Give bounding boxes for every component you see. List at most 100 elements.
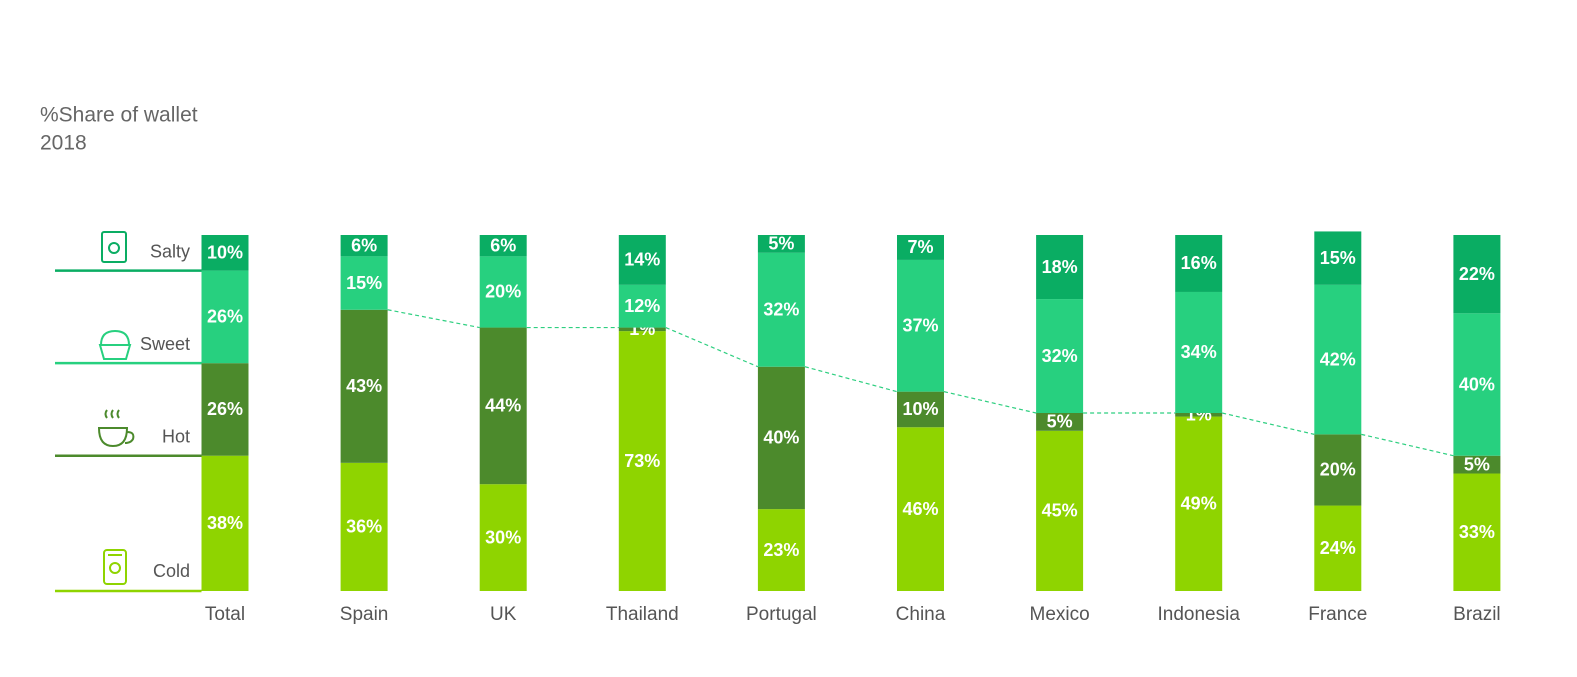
bar-segment	[201, 455, 249, 591]
data-label: 34%	[1181, 342, 1217, 362]
data-label: 45%	[1042, 501, 1078, 521]
cold-icon	[103, 549, 127, 585]
bar-segment	[1175, 416, 1223, 591]
data-label: 44%	[485, 396, 521, 416]
x-tick-label: Spain	[340, 604, 389, 625]
x-tick-label: Indonesia	[1157, 604, 1240, 625]
data-label: 49%	[1181, 494, 1217, 514]
bar-segment	[897, 235, 944, 260]
bar-segment	[1036, 430, 1084, 591]
data-label: 36%	[346, 517, 382, 537]
bar-segment	[897, 427, 944, 591]
bar-segment	[757, 252, 805, 367]
x-tick-label: Total	[205, 604, 245, 625]
connector	[665, 327, 759, 368]
chart-subtitle: 2018	[40, 132, 87, 155]
data-label: 5%	[1047, 412, 1073, 432]
connector	[804, 366, 898, 393]
connector	[1222, 412, 1315, 435]
bar-segment	[897, 391, 944, 428]
data-label: 46%	[902, 499, 938, 519]
bar-segment	[757, 235, 805, 253]
x-tick-label: UK	[490, 604, 517, 625]
data-label: 12%	[624, 296, 660, 316]
bar-segment	[340, 256, 388, 310]
bar-segment	[1036, 235, 1084, 300]
x-tick-label: Thailand	[606, 604, 679, 625]
data-label: 7%	[907, 237, 933, 257]
bar-segment	[479, 327, 527, 485]
legend-label: Cold	[153, 561, 190, 581]
hot-icon	[97, 409, 135, 448]
data-label: 10%	[207, 243, 243, 263]
chart-title: %Share of wallet	[40, 104, 198, 127]
bar-segment	[1453, 473, 1501, 591]
data-label: 40%	[1459, 374, 1495, 394]
data-label: 15%	[1320, 248, 1356, 268]
bar-segment	[340, 235, 388, 257]
data-label: 43%	[346, 376, 382, 396]
data-label: 24%	[1320, 538, 1356, 558]
bar-segment	[897, 259, 944, 392]
bar-segment	[1175, 413, 1223, 417]
bar-segment	[340, 462, 388, 591]
bar-segment	[1314, 434, 1362, 506]
data-label: 5%	[768, 234, 794, 254]
legend-icons	[97, 231, 135, 585]
bar-segment	[479, 235, 527, 257]
bar-segment	[1175, 235, 1223, 292]
data-label: 37%	[902, 316, 938, 336]
bar-segment	[340, 309, 388, 463]
data-label: 38%	[207, 513, 243, 533]
bar-segment	[1175, 291, 1223, 413]
bar-segment	[757, 509, 805, 591]
bar-segment	[757, 366, 805, 510]
data-label: 42%	[1320, 349, 1356, 369]
bar-segment	[1314, 284, 1362, 435]
salty-icon	[101, 231, 127, 263]
data-label: 26%	[207, 399, 243, 419]
x-tick-label: France	[1308, 604, 1367, 625]
bar-segment	[201, 270, 249, 364]
bar-segment	[1314, 505, 1362, 591]
bar-segment	[1314, 231, 1362, 285]
connector	[943, 391, 1037, 414]
data-label: 23%	[763, 540, 799, 560]
bar-segment	[618, 284, 666, 328]
data-label: 32%	[1042, 346, 1078, 366]
legend-label: Salty	[150, 241, 190, 261]
x-tick-label: Mexico	[1030, 604, 1090, 625]
bar-segment	[479, 484, 527, 591]
bar-segment	[201, 235, 249, 271]
connector	[1361, 433, 1454, 457]
data-label: 14%	[624, 250, 660, 270]
data-label: 20%	[1320, 460, 1356, 480]
bar-segment	[618, 331, 666, 591]
bar-segment	[1036, 299, 1084, 413]
bar-segment	[1036, 413, 1084, 431]
data-label: 33%	[1459, 522, 1495, 542]
bar-segment	[1453, 313, 1501, 456]
data-label: 26%	[207, 307, 243, 327]
bar-segment	[1453, 235, 1501, 314]
bar-segment	[479, 256, 527, 328]
legend-label: Sweet	[140, 334, 190, 354]
x-tick-label: Portugal	[746, 604, 817, 625]
data-label: 20%	[485, 282, 521, 302]
data-label: 73%	[624, 451, 660, 471]
data-label: 30%	[485, 527, 521, 547]
connector	[387, 309, 480, 329]
bar-segment	[618, 235, 666, 285]
data-label: 5%	[1464, 454, 1490, 474]
data-label: 40%	[763, 428, 799, 448]
x-tick-label: China	[896, 604, 946, 625]
data-label: 22%	[1459, 264, 1495, 284]
bar-segment	[618, 327, 666, 332]
legend-label: Hot	[162, 426, 190, 446]
data-label: 6%	[351, 235, 377, 255]
data-label: 32%	[763, 300, 799, 320]
data-label: 15%	[346, 273, 382, 293]
sweet-icon	[98, 329, 132, 360]
data-label: 18%	[1042, 257, 1078, 277]
